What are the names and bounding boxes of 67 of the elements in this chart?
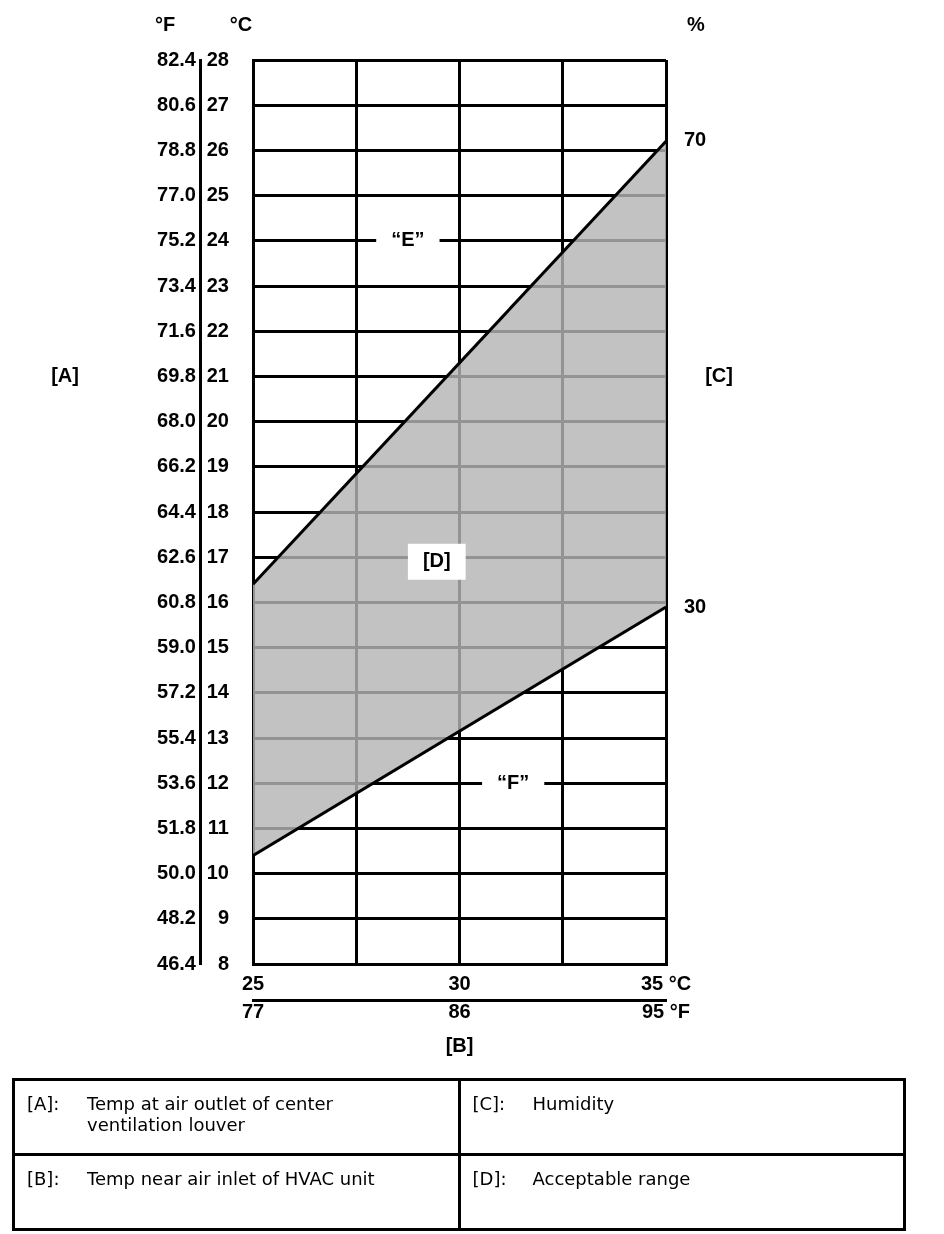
y-tick-label: 48.2 (157, 906, 196, 929)
y2-tick-label: 22 (206, 318, 229, 341)
annotation: 30 (684, 594, 707, 617)
y-tick-label: 53.6 (157, 770, 196, 793)
y-tick-label: 82.4 (157, 47, 197, 70)
y2-tick-label: 24 (206, 228, 230, 251)
text: Humidity (532, 1093, 616, 1114)
y-tick-label: 75.2 (157, 228, 196, 251)
text: Temp at air outlet of center ventilation louver (87, 1093, 334, 1135)
text: % (687, 12, 706, 35)
y2-tick-label: 27 (206, 92, 229, 115)
text: [B]: (27, 1168, 61, 1189)
y2-tick-label: 8 (217, 951, 229, 974)
x-tick-label: 30 (448, 971, 471, 994)
y-tick-label: 69.8 (157, 363, 196, 386)
text: Temp near air inlet of HVAC unit (87, 1168, 376, 1189)
y-tick-label: 50.0 (157, 861, 196, 884)
y2-tick-label: 12 (206, 770, 229, 793)
y-tick-label: 62.6 (157, 544, 196, 567)
x-tick-label: 35 °C (640, 971, 692, 994)
y2-tick-label: 23 (206, 273, 229, 296)
y2-tick-label: 14 (206, 680, 230, 703)
text: °C (229, 12, 253, 35)
y-tick-label: 59.0 (157, 635, 196, 658)
y-tick-label: 77.0 (157, 183, 196, 206)
y2-tick-label: 20 (206, 409, 229, 432)
y-tick-label: 60.8 (157, 589, 196, 612)
y2-tick-label: 25 (206, 183, 229, 206)
y-tick-label: 57.2 (157, 680, 196, 703)
annotation: “F” (497, 770, 530, 793)
y2-tick-label: 21 (206, 363, 229, 386)
annotation: “E” (391, 228, 425, 251)
x2-tick-label: 95 °F (641, 999, 691, 1022)
annotation: 70 (684, 127, 707, 150)
y2-tick-label: 13 (206, 725, 229, 748)
y-tick-label: 80.6 (157, 92, 196, 115)
y2-tick-label: 26 (206, 137, 229, 160)
x2-tick-label: 86 (448, 999, 471, 1022)
y-tick-label: 71.6 (157, 318, 196, 341)
y-tick-label: 46.4 (157, 951, 197, 974)
y-tick-label: 78.8 (157, 137, 196, 160)
text: [C]: (472, 1093, 507, 1114)
y-axis-title: [A] (51, 363, 79, 386)
y-tick-label: 73.4 (157, 273, 197, 296)
text: [C] (705, 363, 733, 386)
y2-tick-label: 19 (206, 454, 229, 477)
annotation: [D] (422, 549, 451, 572)
y2-tick-label: 17 (206, 544, 229, 567)
x2-tick-label: 77 (241, 999, 265, 1022)
y2-tick-label: 18 (206, 499, 229, 522)
x-tick-label: 25 (241, 971, 265, 994)
y2-tick-label: 10 (206, 861, 229, 884)
y2-tick-label: 9 (217, 906, 229, 929)
y2-tick-label: 15 (206, 635, 229, 658)
y-tick-label: 68.0 (157, 409, 196, 432)
text: Acceptable range (532, 1168, 692, 1189)
text: [A]: (27, 1093, 61, 1114)
y-tick-label: 64.4 (157, 499, 197, 522)
y-tick-label: 51.8 (157, 815, 196, 838)
y-tick-label: 66.2 (157, 454, 196, 477)
y2-tick-label: 11 (207, 815, 229, 838)
y2-tick-label: 16 (206, 589, 229, 612)
text: [D]: (472, 1168, 508, 1189)
y-tick-label: 55.4 (157, 725, 197, 748)
text: °F (154, 12, 176, 35)
x-axis-title: [B] (445, 1033, 474, 1056)
y2-tick-label: 28 (206, 47, 229, 70)
